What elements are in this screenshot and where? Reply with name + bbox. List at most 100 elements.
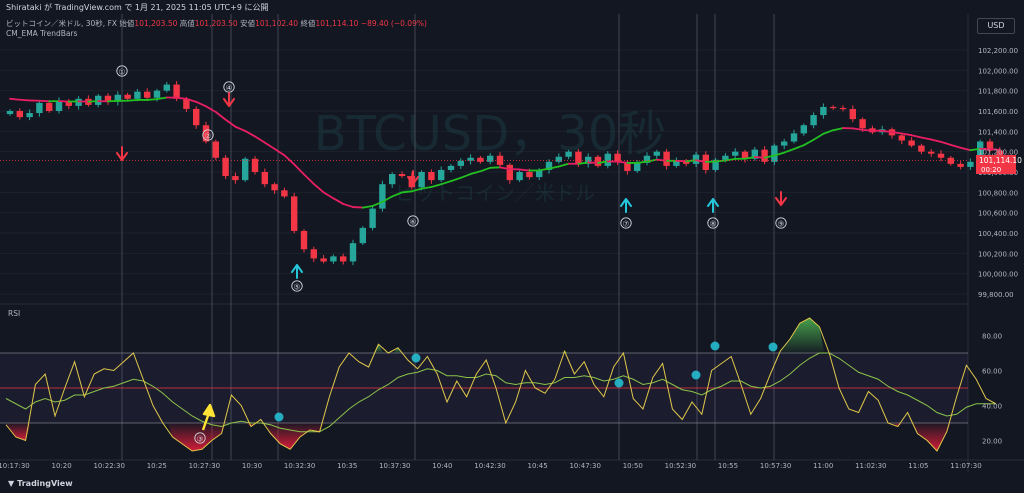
candle-body[interactable] (849, 108, 856, 120)
candle-body[interactable] (242, 158, 249, 181)
candle-body[interactable] (496, 155, 504, 165)
candle-body[interactable] (202, 125, 210, 142)
rsi-panel[interactable]: ③ (0, 317, 997, 452)
candle-body[interactable] (418, 172, 425, 188)
candle-body[interactable] (251, 158, 259, 172)
candle-body[interactable] (359, 227, 366, 244)
candle-body[interactable] (75, 98, 82, 106)
candle-body[interactable] (683, 160, 690, 164)
time-axis[interactable]: 10:17:30 10:20 10:22:30 10:25 10:27:30 10:30 1… (0, 462, 982, 470)
candle-body[interactable] (349, 243, 357, 262)
candle-body[interactable] (712, 159, 719, 170)
candle-body[interactable] (330, 256, 337, 262)
candle-body[interactable] (839, 107, 847, 110)
candle-body[interactable] (477, 157, 484, 162)
candle-body[interactable] (624, 161, 631, 171)
candle-body[interactable] (163, 84, 170, 91)
candle-body[interactable] (36, 102, 43, 114)
candle-body[interactable] (379, 184, 386, 209)
candle-body[interactable] (232, 176, 239, 181)
candle-body[interactable] (908, 140, 915, 146)
candle-body[interactable] (134, 91, 141, 99)
candle-body[interactable] (937, 153, 945, 158)
candle-body[interactable] (487, 155, 494, 162)
currency-button[interactable]: USD (977, 18, 1015, 34)
indicator-name[interactable]: CM_EMA TrendBars (6, 29, 78, 38)
candle-body[interactable] (457, 160, 464, 166)
candle-body[interactable] (467, 157, 474, 161)
candle-body[interactable] (761, 149, 768, 162)
candle-body[interactable] (781, 141, 788, 146)
candle-body[interactable] (594, 156, 602, 166)
candle-body[interactable] (536, 169, 543, 178)
candle-body[interactable] (55, 100, 63, 111)
candle-body[interactable] (692, 154, 700, 164)
candle-body[interactable] (928, 151, 935, 154)
candle-body[interactable] (193, 108, 200, 126)
tradingview-brand[interactable]: ▼ TradingView (8, 479, 73, 488)
candle-body[interactable] (604, 153, 611, 166)
candle-body[interactable] (859, 119, 866, 129)
price-axis[interactable]: 102,200.00 102,000.00 101,800.00 101,600.00… (978, 47, 1018, 446)
candle-body[interactable] (643, 155, 651, 163)
candle-body[interactable] (261, 172, 268, 185)
candle-body[interactable] (614, 153, 621, 162)
candle-body[interactable] (212, 141, 219, 158)
candle-body[interactable] (820, 106, 827, 116)
candle-body[interactable] (300, 230, 308, 250)
candle-body[interactable] (751, 149, 758, 159)
candle-body[interactable] (800, 125, 807, 134)
candle-body[interactable] (653, 151, 660, 156)
candle-body[interactable] (310, 249, 317, 259)
candle-body[interactable] (898, 135, 905, 141)
candle-body[interactable] (447, 165, 455, 170)
candle-body[interactable] (722, 155, 729, 160)
candle-body[interactable] (183, 98, 190, 109)
candle-body[interactable] (957, 163, 964, 167)
candle-body[interactable] (732, 151, 739, 156)
candle-body[interactable] (6, 111, 14, 115)
candle-body[interactable] (986, 141, 994, 151)
candle-body[interactable] (634, 162, 641, 171)
candle-body[interactable] (673, 160, 680, 166)
candle-body[interactable] (516, 172, 523, 181)
candle-body[interactable] (545, 161, 553, 170)
candle-body[interactable] (555, 156, 562, 162)
candle-body[interactable] (369, 208, 376, 228)
candle-body[interactable] (810, 115, 817, 126)
candle-body[interactable] (271, 184, 278, 191)
candle-body[interactable] (320, 258, 327, 262)
candle-body[interactable] (526, 172, 533, 178)
candle-body[interactable] (144, 91, 151, 98)
candle-body[interactable] (428, 172, 435, 181)
candle-body[interactable] (830, 106, 837, 109)
rsi-indicator-name[interactable]: RSI (8, 309, 21, 318)
candle-body[interactable] (16, 111, 23, 118)
candle-body[interactable] (790, 133, 798, 142)
candle-body[interactable] (153, 90, 161, 98)
candle-body[interactable] (104, 95, 112, 102)
candle-body[interactable] (947, 157, 954, 164)
candle-body[interactable] (741, 151, 749, 159)
candle-body[interactable] (967, 161, 974, 167)
candle-body[interactable] (663, 151, 670, 166)
candle-body[interactable] (26, 113, 33, 118)
candle-body[interactable] (918, 145, 925, 152)
candle-body[interactable] (340, 256, 347, 262)
symbol-name[interactable]: ビットコイン／米ドル, 30秒, FX (6, 19, 118, 28)
candle-body[interactable] (173, 84, 180, 99)
candle-body[interactable] (506, 164, 513, 181)
candle-body[interactable] (977, 141, 984, 162)
candle-body[interactable] (771, 145, 778, 162)
candle-body[interactable] (65, 100, 72, 106)
candle-body[interactable] (291, 196, 298, 231)
candle-body[interactable] (565, 151, 572, 157)
candle-body[interactable] (389, 174, 396, 185)
candle-body[interactable] (222, 157, 229, 177)
candle-body[interactable] (575, 151, 582, 164)
candle-body[interactable] (124, 94, 131, 99)
candle-body[interactable] (438, 169, 445, 181)
candle-body[interactable] (398, 174, 406, 177)
candle-body[interactable] (46, 102, 53, 111)
candle-body[interactable] (114, 94, 121, 102)
